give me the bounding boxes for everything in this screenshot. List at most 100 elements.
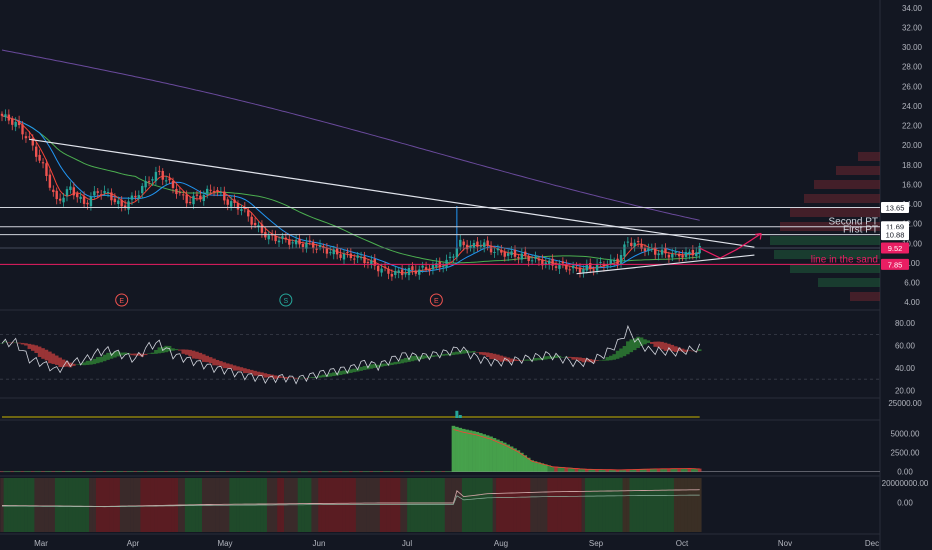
- candle-body: [558, 263, 561, 269]
- acc-bar: [130, 471, 134, 472]
- rsi-cloud-segment: [639, 337, 644, 346]
- rsi-cloud-segment: [554, 355, 558, 359]
- rsi-cloud-segment: [205, 355, 209, 363]
- flow-background-bar: [687, 478, 692, 532]
- candle-body: [602, 263, 606, 267]
- flow-background-bar: [113, 478, 117, 532]
- acc-bar: [181, 471, 186, 472]
- volume-spike-bar: [458, 415, 462, 418]
- candle-body: [636, 241, 640, 243]
- acc-bar: [639, 469, 644, 472]
- rsi-cloud-segment: [427, 356, 432, 358]
- flow-background-bar: [509, 478, 514, 532]
- rsi-cloud-segment: [475, 352, 480, 353]
- acc-bar: [571, 467, 575, 472]
- candle-body: [626, 241, 630, 243]
- price-level-label: 7.85: [888, 260, 903, 269]
- candle-body: [342, 253, 346, 260]
- flow-background-bar: [574, 478, 579, 532]
- acc-bar: [280, 471, 285, 473]
- price-tick-label: 4.00: [904, 298, 920, 307]
- acc-bar: [390, 471, 394, 472]
- candle-body: [671, 253, 674, 258]
- acc-bar: [143, 471, 148, 472]
- acc-bar: [448, 471, 452, 472]
- acc-bar: [643, 468, 647, 472]
- acc-bar: [229, 471, 233, 472]
- rsi-cloud-segment: [461, 350, 466, 354]
- rsi-cloud-segment: [359, 366, 363, 371]
- flow-background-bar: [673, 478, 678, 532]
- flow-background-bar: [331, 478, 336, 532]
- acc-bar: [468, 430, 473, 472]
- rsi-cloud-segment: [626, 341, 630, 355]
- candle-body: [305, 242, 308, 249]
- acc-bar: [34, 471, 38, 472]
- candle-body: [346, 251, 349, 253]
- flow-background-bar: [54, 478, 59, 532]
- candle-body: [332, 249, 335, 255]
- rsi-cloud-segment: [547, 356, 551, 359]
- acc-bar: [479, 433, 483, 472]
- candle-body: [209, 189, 212, 191]
- flow-background-bar: [694, 478, 699, 532]
- candle-body: [99, 194, 103, 196]
- candle-body: [623, 244, 626, 257]
- flow-background-bar: [345, 478, 350, 532]
- flow-background-bar: [629, 478, 634, 532]
- candle-body: [158, 170, 161, 172]
- rsi-cloud-segment: [61, 359, 66, 367]
- acc-bar: [205, 471, 209, 472]
- candle-body: [103, 190, 106, 194]
- flow-background-bar: [0, 478, 4, 532]
- acc-bar: [523, 455, 528, 472]
- rsi-cloud-segment: [571, 356, 575, 360]
- acc-bar: [427, 471, 432, 472]
- rsi-cloud-segment: [605, 357, 610, 361]
- time-tick-label: Oct: [676, 539, 689, 548]
- acc-bar: [677, 468, 681, 472]
- candle-body: [366, 262, 370, 264]
- price-level-badge: [881, 229, 909, 241]
- candle-body: [188, 201, 192, 203]
- acc-bar: [208, 471, 213, 472]
- candle-body: [41, 162, 45, 164]
- rsi-cloud-segment: [342, 370, 346, 375]
- candle-body: [380, 268, 383, 273]
- acc-bar: [588, 469, 593, 472]
- acc-bar: [116, 471, 121, 472]
- acc-bar: [526, 457, 531, 472]
- acc-bar: [335, 471, 339, 473]
- rsi-cloud-segment: [27, 343, 32, 349]
- flow-background-bar: [366, 478, 370, 532]
- flow-background-bar: [10, 478, 15, 532]
- rsi-cloud-segment: [239, 367, 244, 372]
- candle-body: [236, 203, 240, 210]
- rsi-cloud-segment: [455, 351, 459, 355]
- flow-background-bar: [677, 478, 682, 532]
- rsi-cloud-segment: [424, 355, 428, 359]
- rsi-cloud-segment: [441, 354, 445, 356]
- candle-body: [257, 225, 260, 228]
- acc-bar: [0, 471, 4, 473]
- level-annotation: First PT: [843, 225, 878, 236]
- acc-bar: [123, 471, 127, 472]
- candle-body: [253, 222, 257, 226]
- flow-background-bar: [578, 478, 582, 532]
- ma-200-line: [1, 49, 700, 221]
- flow-background-bar: [598, 478, 603, 532]
- candle-body: [363, 256, 366, 264]
- flow-background-bar: [328, 478, 333, 532]
- acc-bar: [489, 436, 493, 472]
- acc-bar: [171, 471, 175, 472]
- acc-bar: [48, 471, 52, 472]
- acc-bar: [598, 469, 603, 472]
- acc-bar: [359, 471, 363, 473]
- rsi-cloud-segment: [123, 352, 127, 355]
- acc-bar: [277, 471, 281, 473]
- flow-background-bar: [410, 478, 415, 532]
- flow-tick-label: 0.00: [897, 499, 913, 508]
- acc-bar: [82, 471, 86, 472]
- rsi-cloud-segment: [72, 363, 76, 366]
